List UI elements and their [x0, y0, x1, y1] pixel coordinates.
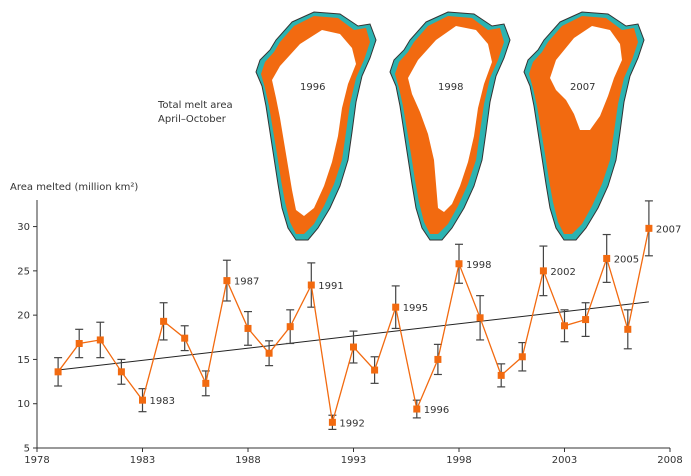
- axes: 5 10 15 20 25 30 1978 1983 1988 1993 1998 2003 2008: [17, 200, 683, 466]
- data-point: [455, 260, 463, 268]
- point-label: 2002: [550, 267, 575, 278]
- data-point: [286, 323, 294, 331]
- y-tick-label: 30: [17, 222, 30, 233]
- x-tick-label: 1978: [24, 455, 49, 466]
- series-line: [57, 228, 650, 423]
- x-tick-label: 1998: [446, 455, 471, 466]
- map-year-label: 1998: [438, 82, 463, 93]
- data-point: [392, 303, 400, 311]
- point-label: 1995: [403, 303, 428, 314]
- point-label: 2007: [656, 224, 681, 235]
- data-point: [117, 368, 125, 376]
- data-point: [371, 366, 379, 374]
- data-point: [413, 405, 421, 413]
- point-label: 1998: [466, 260, 491, 271]
- point-label: 1983: [150, 396, 175, 407]
- data-point: [518, 353, 526, 361]
- data-point: [582, 316, 590, 324]
- data-point: [139, 396, 146, 404]
- data-point: [181, 334, 189, 342]
- greenland-map-1998: 1998: [389, 11, 511, 241]
- map-interior: [408, 26, 492, 212]
- x-tick-label: 1983: [130, 455, 155, 466]
- x-tick-label: 1993: [341, 455, 366, 466]
- inset-maps: Total melt area April–October 1996 1998 …: [157, 11, 645, 241]
- data-point: [476, 314, 484, 322]
- x-tick-label: 1988: [235, 455, 260, 466]
- data-point: [96, 336, 104, 344]
- data-point: [434, 355, 442, 363]
- y-tick-label: 20: [17, 311, 30, 322]
- y-tick-label: 15: [17, 355, 30, 366]
- data-point: [603, 254, 611, 262]
- map-interior: [272, 30, 356, 216]
- point-labels: 1983 1987 1991 1992 1995 1996 1998 2002 2005 2007: [150, 224, 682, 429]
- data-point: [75, 339, 83, 347]
- data-point: [624, 325, 632, 333]
- point-label: 1996: [424, 405, 449, 416]
- greenland-map-1996: 1996: [255, 11, 377, 241]
- y-axis-title: Area melted (million km²): [10, 182, 138, 193]
- point-label: 2005: [614, 254, 639, 265]
- map-interior: [550, 26, 622, 130]
- data-point: [328, 418, 336, 426]
- data-point: [223, 277, 231, 285]
- data-point: [307, 281, 315, 289]
- point-label: 1992: [339, 418, 364, 429]
- series-polyline: [57, 228, 650, 423]
- data-markers: [54, 224, 653, 426]
- y-tick-label: 10: [17, 399, 30, 410]
- data-point: [539, 267, 547, 275]
- x-tick-label: 2003: [552, 455, 577, 466]
- data-point: [160, 317, 168, 325]
- point-label: 1987: [234, 277, 259, 288]
- inset-title-line1: Total melt area: [157, 100, 233, 111]
- data-point: [561, 322, 568, 330]
- data-point: [202, 379, 210, 387]
- y-tick-label: 25: [17, 266, 30, 277]
- x-tick-label: 2008: [657, 455, 682, 466]
- inset-title-line2: April–October: [158, 114, 227, 125]
- point-label: 1991: [318, 281, 343, 292]
- data-point: [645, 224, 653, 232]
- data-point: [244, 324, 252, 332]
- data-point: [265, 349, 273, 357]
- map-year-label: 1996: [300, 82, 325, 93]
- y-tick-label: 5: [24, 444, 30, 455]
- data-point: [350, 343, 357, 351]
- data-point: [54, 368, 62, 376]
- greenland-map-2007: 2007: [523, 11, 645, 241]
- data-point: [497, 371, 505, 379]
- map-year-label: 2007: [570, 82, 595, 93]
